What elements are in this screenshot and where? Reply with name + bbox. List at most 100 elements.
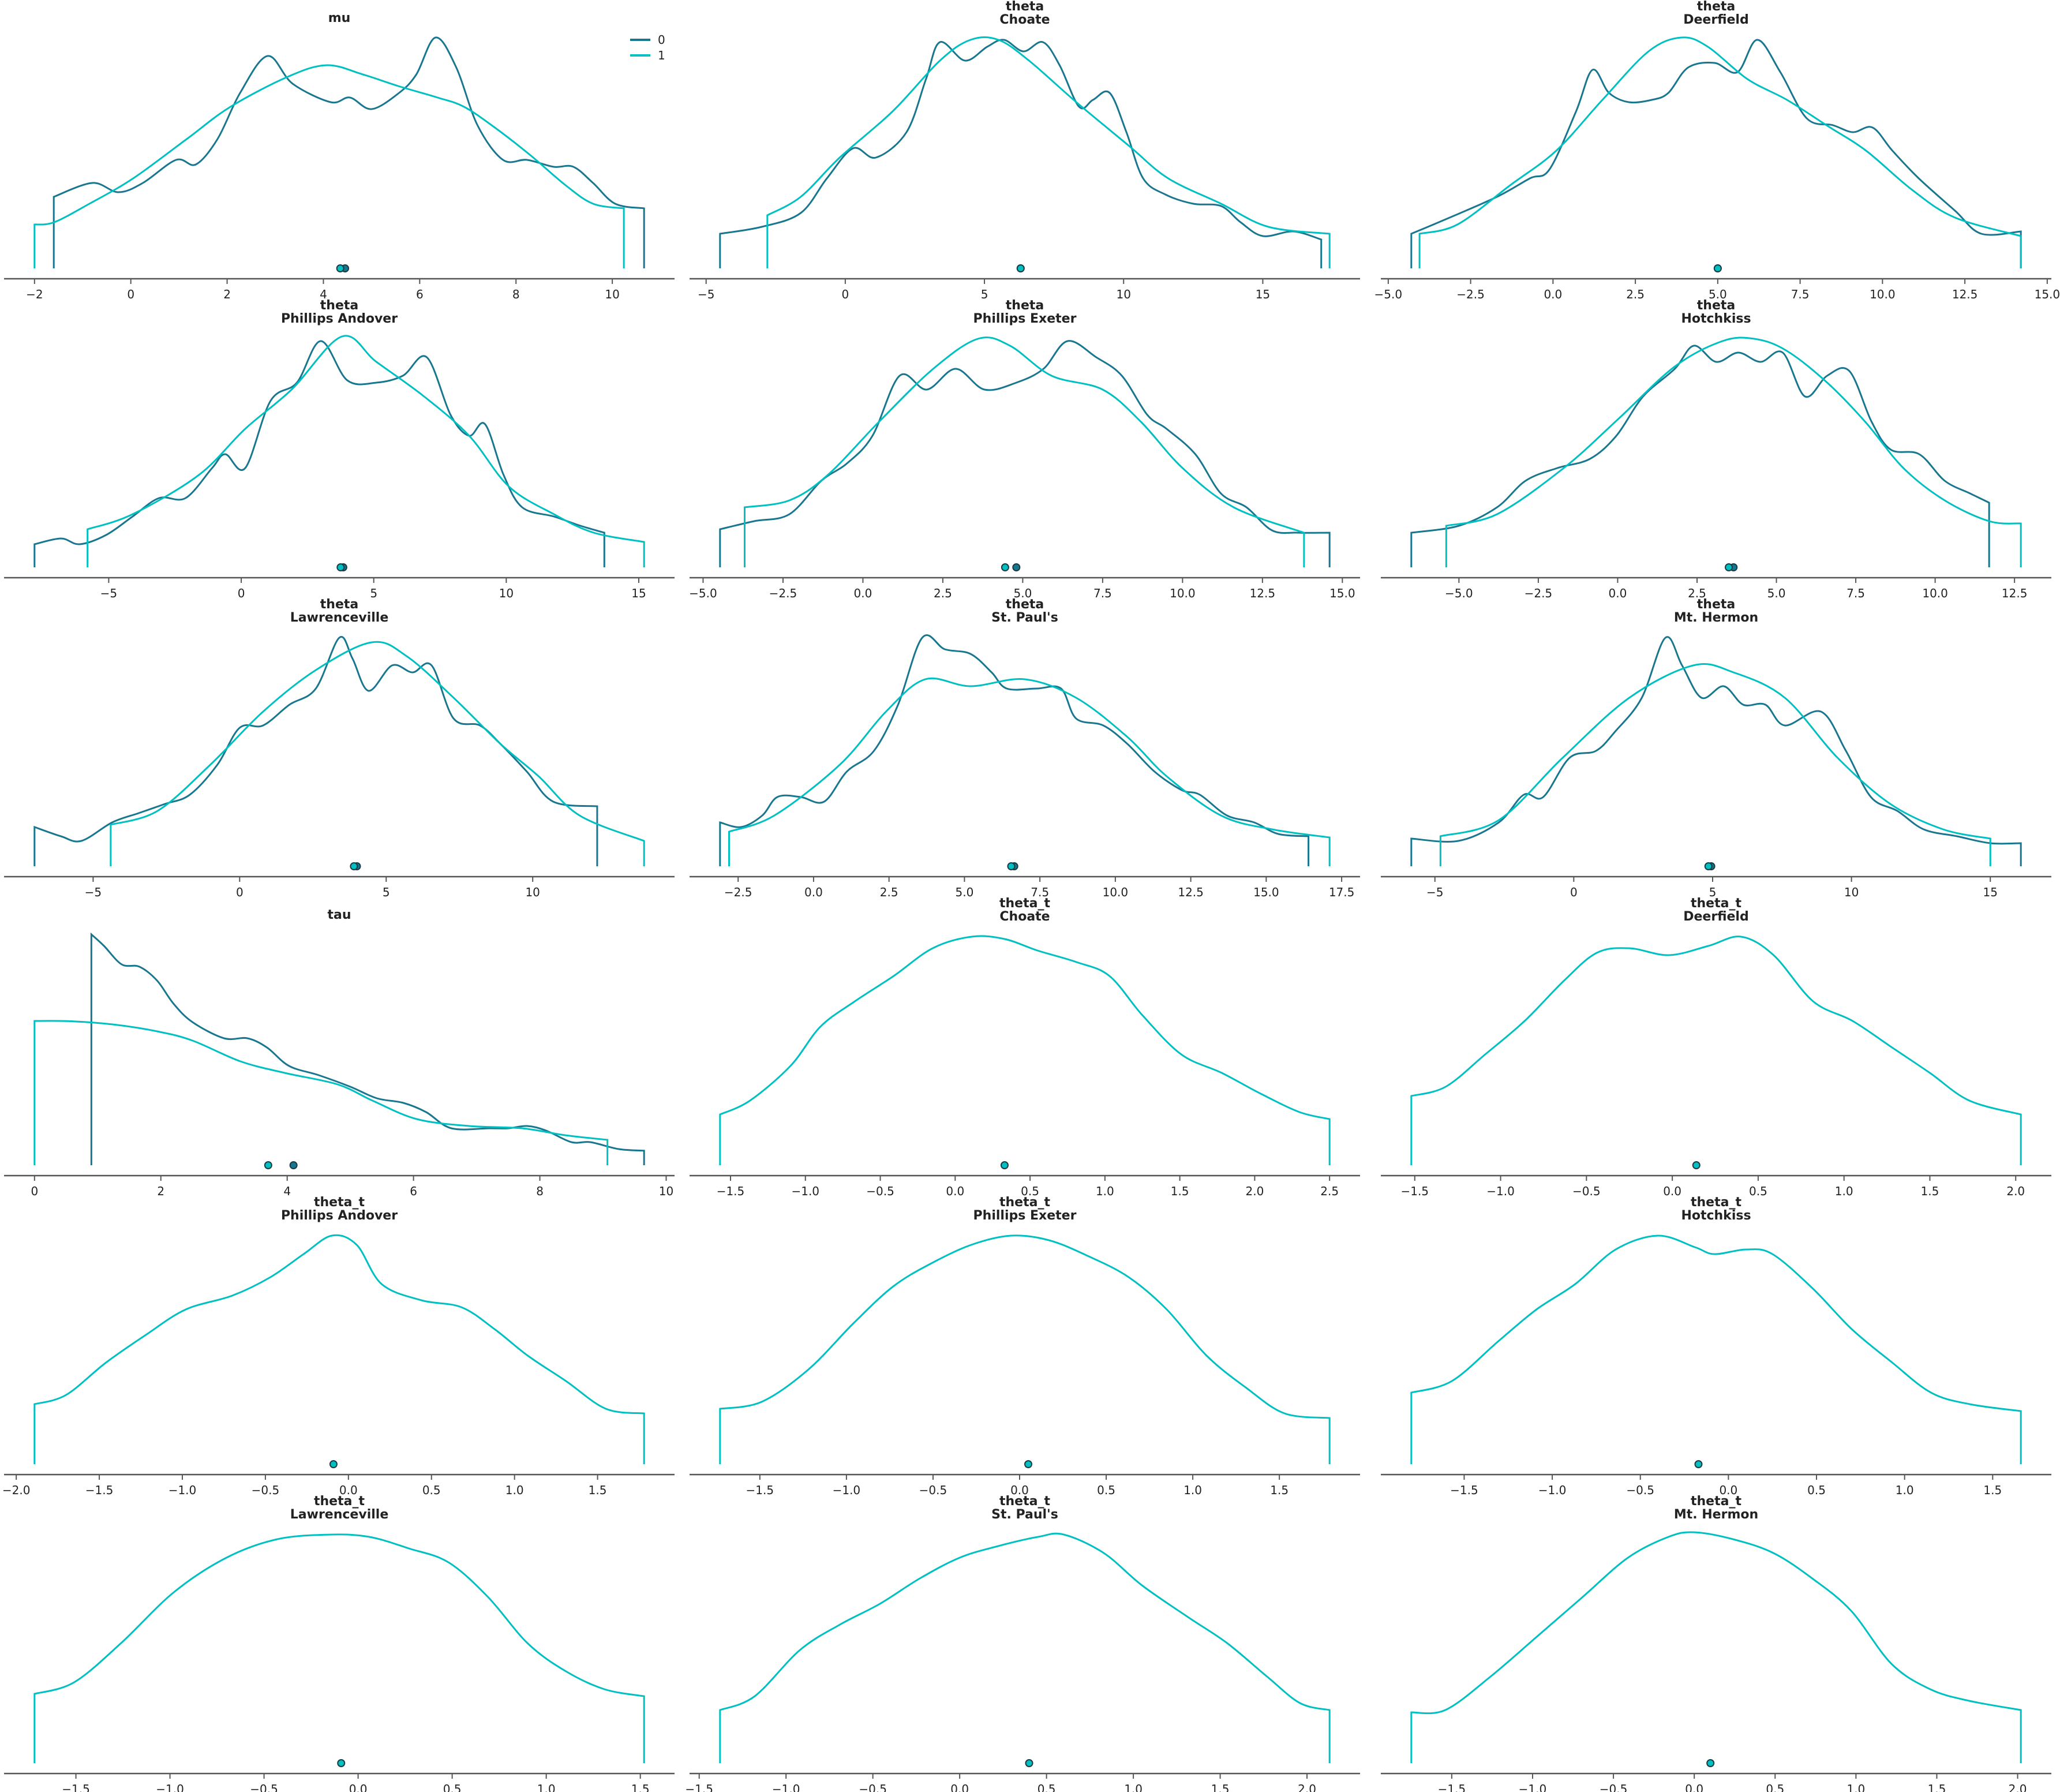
point-estimate-marker <box>1725 563 1733 571</box>
x-tick-label: 10.0 <box>1103 885 1129 899</box>
subplot-title: Choate <box>999 13 1050 27</box>
density-line-series-0 <box>719 1532 1331 1763</box>
subplot-title: Lawrenceville <box>290 611 388 625</box>
x-tick-label: 0.0 <box>946 1184 964 1198</box>
x-tick-label: 7.5 <box>1846 586 1865 600</box>
subplot-title: Phillips Exeter <box>973 1209 1077 1223</box>
density-line-series-0 <box>1410 1234 2022 1464</box>
subplot: theta_tSt. Paul's −1.5 −1.0 −0.5 0.0 0.5 1.0 1.… <box>685 1494 1360 1792</box>
subplot-title: mu <box>328 11 351 25</box>
subplot: theta_tMt. Hermon −1.5 −1.0 −0.5 0.0 0.5 1.0 1.… <box>1381 1494 2051 1792</box>
x-tick-label: 12.5 <box>1952 287 1978 301</box>
x-tick-label: 12.5 <box>2002 586 2028 600</box>
subplot-title: theta_t <box>1691 1195 1741 1210</box>
x-tick-label: 10 <box>1117 287 1131 301</box>
x-tick-label: 0 <box>127 287 134 301</box>
x-tick-label: 10 <box>499 586 514 600</box>
x-tick-label: 2.0 <box>1246 1184 1264 1198</box>
subplot-title: theta <box>320 298 358 313</box>
subplot-title: Mt. Hermon <box>1674 1507 1758 1522</box>
point-estimate-marker <box>1012 563 1021 571</box>
x-tick-label: 1.5 <box>631 1782 650 1792</box>
subplot-title: Deerfield <box>1683 910 1748 924</box>
x-tick-label: 2.0 <box>2006 1184 2025 1198</box>
point-estimate-marker <box>1713 264 1722 272</box>
x-tick-label: −5 <box>85 885 102 899</box>
subplot-title: theta <box>320 597 358 612</box>
point-estimate-marker <box>336 563 345 571</box>
x-tick-label: 1.0 <box>537 1782 556 1792</box>
subplot-title: theta <box>1697 0 1735 14</box>
x-tick-label: −5.0 <box>1445 586 1473 600</box>
x-tick-label: −2.5 <box>1456 287 1485 301</box>
x-tick-label: 15 <box>631 586 646 600</box>
x-tick-label: 8 <box>536 1184 544 1198</box>
x-tick-label: −5 <box>1426 885 1443 899</box>
density-line-series-1 <box>743 336 1305 567</box>
point-estimate-marker <box>336 264 344 272</box>
x-tick-label: 1.0 <box>1124 1782 1143 1792</box>
x-tick-label: −0.5 <box>250 1782 278 1792</box>
x-tick-label: 0.0 <box>950 1782 969 1792</box>
point-estimate-marker <box>1016 264 1025 272</box>
x-tick-label: 0.5 <box>1766 1782 1784 1792</box>
subplot-title: theta_t <box>999 896 1050 911</box>
x-tick-label: 15 <box>1256 287 1270 301</box>
x-tick-label: 1.5 <box>1211 1782 1230 1792</box>
subplot-title: Phillips Andover <box>281 312 398 326</box>
density-line-series-0 <box>1410 39 2022 268</box>
x-tick-label: 0.5 <box>1749 1184 1767 1198</box>
density-line-series-0 <box>33 1234 645 1464</box>
x-tick-label: 12.5 <box>1250 586 1276 600</box>
x-tick-label: −0.5 <box>866 1184 894 1198</box>
x-tick-label: −0.5 <box>859 1782 887 1792</box>
x-tick-label: 2.5 <box>1626 287 1645 301</box>
x-tick-label: 1.0 <box>1183 1483 1202 1497</box>
subplot-title: St. Paul's <box>991 1507 1058 1522</box>
x-tick-label: 17.5 <box>1329 885 1355 899</box>
density-line-series-1 <box>87 335 645 567</box>
x-tick-label: 15.0 <box>1329 586 1355 600</box>
subplot-title: Hotchkiss <box>1681 1209 1751 1223</box>
x-tick-label: 0.0 <box>804 885 823 899</box>
x-tick-label: 7.5 <box>1093 586 1112 600</box>
subplot-title: theta <box>1006 0 1044 14</box>
subplot-title: Mt. Hermon <box>1674 611 1758 625</box>
x-tick-label: −1.5 <box>1450 1483 1478 1497</box>
x-tick-label: −0.5 <box>1572 1184 1601 1198</box>
x-tick-label: 1.5 <box>1928 1782 1946 1792</box>
x-tick-label: −1.0 <box>1538 1483 1567 1497</box>
x-tick-label: 0.0 <box>1010 1483 1029 1497</box>
x-tick-label: 1.0 <box>1896 1483 1914 1497</box>
density-line-series-0 <box>719 634 1310 866</box>
subplot-title: Phillips Exeter <box>973 312 1077 326</box>
x-tick-label: 0.5 <box>1021 1184 1039 1198</box>
point-estimate-marker <box>264 1161 272 1169</box>
x-tick-label: 0.5 <box>1038 1782 1056 1792</box>
x-tick-label: 5 <box>370 586 377 600</box>
x-tick-label: −1.0 <box>791 1184 819 1198</box>
subplot-title: theta_t <box>314 1195 365 1210</box>
x-tick-label: 0.0 <box>1544 287 1562 301</box>
subplot-title: theta <box>1697 298 1735 313</box>
x-tick-label: 0.0 <box>1609 586 1627 600</box>
x-tick-label: 5.0 <box>1709 287 1727 301</box>
density-line-series-0 <box>719 1234 1331 1464</box>
density-line-series-1 <box>110 641 645 866</box>
x-tick-label: 1.5 <box>1270 1483 1289 1497</box>
density-line-series-1 <box>766 36 1331 268</box>
density-line-series-1 <box>728 677 1331 866</box>
x-tick-label: 1.0 <box>1846 1782 1865 1792</box>
x-tick-label: 5 <box>981 287 988 301</box>
x-tick-label: 10 <box>659 1184 673 1198</box>
density-line-series-0 <box>719 39 1323 268</box>
point-estimate-marker <box>350 862 358 870</box>
density-line-series-0 <box>1410 936 2022 1165</box>
